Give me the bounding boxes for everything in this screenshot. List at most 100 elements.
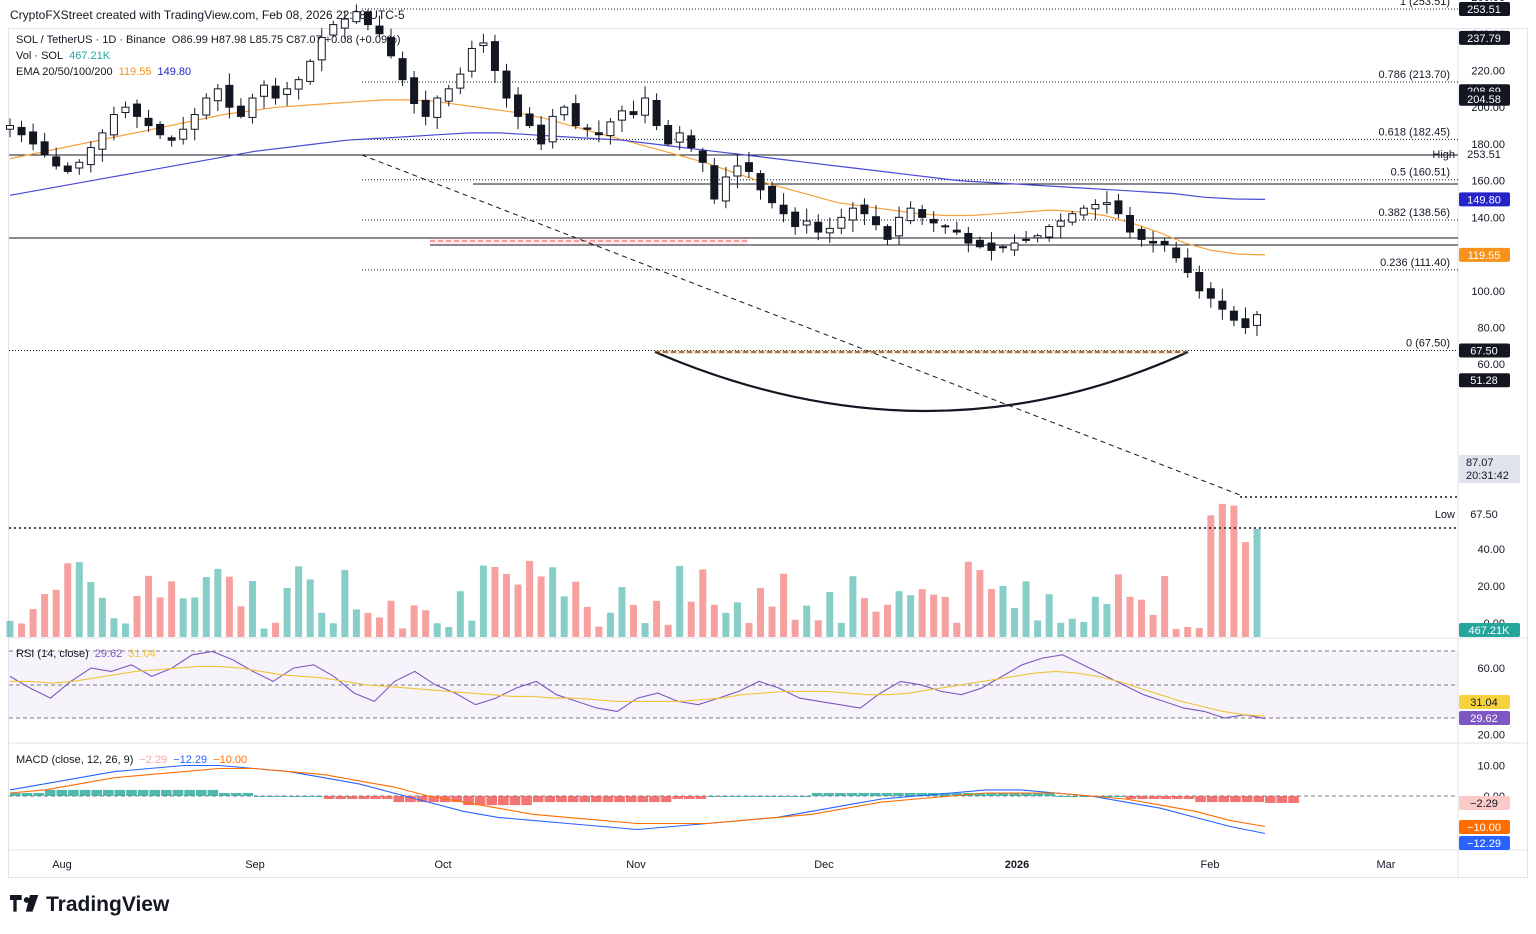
macd-histogram-bar <box>1288 796 1299 803</box>
symbol-name[interactable]: SOL / TetherUS · 1D · Binance <box>16 34 166 46</box>
candle-body <box>1218 300 1227 310</box>
macd-histogram-bar <box>707 796 718 797</box>
candle-body <box>133 103 142 117</box>
volume-bar <box>121 623 129 637</box>
volume-bar <box>849 576 857 637</box>
candle-body <box>998 246 1007 249</box>
macd-histogram-bar <box>1009 792 1020 796</box>
candle <box>641 86 650 124</box>
volume-label[interactable]: Vol · SOL <box>16 50 64 62</box>
volume-bar <box>6 620 14 637</box>
macd-histogram-bar <box>869 792 881 796</box>
fib-label: 0.786 (213.70) <box>1378 69 1450 81</box>
volume-bar <box>387 600 395 637</box>
candle <box>1160 238 1169 252</box>
candle <box>1149 230 1158 253</box>
candle-body <box>768 185 777 204</box>
price-axis[interactable]: 300.00280.00260.00240.00220.00200.00180.… <box>1471 0 1505 803</box>
volume-bar <box>87 581 95 637</box>
candle-body <box>594 132 603 136</box>
macd-histogram-bar <box>381 796 393 800</box>
time-tick-label: Aug <box>52 859 72 871</box>
macd-histogram-bar <box>91 789 102 796</box>
candle-body <box>895 216 904 237</box>
candle <box>86 141 95 173</box>
candle-body <box>398 58 407 81</box>
price-tag: 51.28 <box>1459 373 1510 388</box>
candle-body <box>1102 202 1111 205</box>
volume-bar <box>191 597 199 637</box>
macd-tick-label: 10.00 <box>1477 761 1505 773</box>
rsi-line <box>9 650 1266 720</box>
tradingview-logo[interactable]: TradingView <box>10 893 169 917</box>
macd-hist-tag-bg <box>1459 796 1510 810</box>
rsi-label[interactable]: RSI (14, close) <box>16 648 89 660</box>
candle-body <box>236 105 245 117</box>
price-tag-text: 204.58 <box>1467 94 1501 106</box>
macd-histogram-bar <box>10 792 21 796</box>
rounding-bottom <box>654 350 1189 413</box>
macd-histogram-bar <box>881 792 893 796</box>
macd-histogram-bar <box>521 796 532 806</box>
current-price-value: 87.07 <box>1466 457 1494 469</box>
volume-bar <box>1022 581 1030 637</box>
fib-label: 1 (253.51) <box>1400 0 1450 8</box>
candle <box>791 207 800 235</box>
candle <box>779 193 788 223</box>
candle-body <box>779 204 788 215</box>
macd-histogram-bar <box>393 796 405 803</box>
price-tag-text: 119.55 <box>1468 250 1501 262</box>
macd-histogram-bar <box>265 796 277 797</box>
macd-histogram-bar <box>44 789 56 796</box>
macd-histogram-bar <box>161 789 172 796</box>
volume-bar <box>479 565 487 637</box>
macd-histogram-bar <box>1253 796 1264 803</box>
ema200-line <box>9 132 1266 200</box>
candle-body <box>814 221 823 233</box>
volume-bar <box>214 568 222 637</box>
candle-body <box>421 99 430 117</box>
candle-body <box>571 103 580 127</box>
macd-histogram-bar <box>463 796 474 806</box>
candle <box>283 81 292 106</box>
candle <box>340 11 349 40</box>
volume-bar <box>987 589 995 637</box>
volume-bar <box>1218 503 1226 637</box>
candle-body <box>179 128 188 140</box>
macd-histogram-bar <box>405 796 416 803</box>
fib-label: 0.382 (138.56) <box>1378 207 1450 219</box>
candle-body <box>63 165 72 172</box>
candle <box>98 129 107 162</box>
macd-histogram-bar <box>300 796 312 797</box>
macd-histogram-bar <box>149 789 161 796</box>
legend-macd-row: MACD (close, 12, 26, 9) −2.29 −12.29 −10.00 <box>16 754 253 766</box>
price-tag: 237.79 <box>1459 30 1510 45</box>
fib-label: 0.5 (160.51) <box>1391 167 1450 179</box>
candle <box>675 126 684 151</box>
fib-label: 0.618 (182.45) <box>1378 126 1450 138</box>
price-tag: 119.55 <box>1459 247 1510 262</box>
candle-body <box>17 126 26 136</box>
candle <box>548 109 557 149</box>
volume-bar <box>930 594 938 637</box>
tradingview-logo-icon <box>10 895 39 912</box>
volume-bar <box>202 576 210 637</box>
volume-bar <box>133 596 141 637</box>
candle <box>456 67 465 95</box>
volume-bar <box>98 597 106 637</box>
fib-label: 0 (67.50) <box>1406 337 1450 349</box>
ema-label[interactable]: EMA 20/50/100/200 <box>16 66 113 78</box>
macd-hist-tag: −2.29 <box>1459 796 1510 810</box>
time-axis[interactable]: Aug Sep Oct Nov Dec 2026 Feb Mar <box>52 859 1396 871</box>
candle <box>248 93 257 124</box>
macd-label[interactable]: MACD (close, 12, 26, 9) <box>16 754 134 766</box>
candle-body <box>583 127 592 130</box>
volume-bar <box>710 604 718 637</box>
rsi-tag-text: 29.62 <box>1470 713 1498 725</box>
macd-histogram-bar <box>788 796 800 797</box>
volume-bar <box>1161 576 1169 637</box>
chart-attribution: CryptoFXStreet created with TradingView.… <box>10 8 405 22</box>
volume-bar <box>1114 574 1122 637</box>
candle-body <box>52 156 61 167</box>
